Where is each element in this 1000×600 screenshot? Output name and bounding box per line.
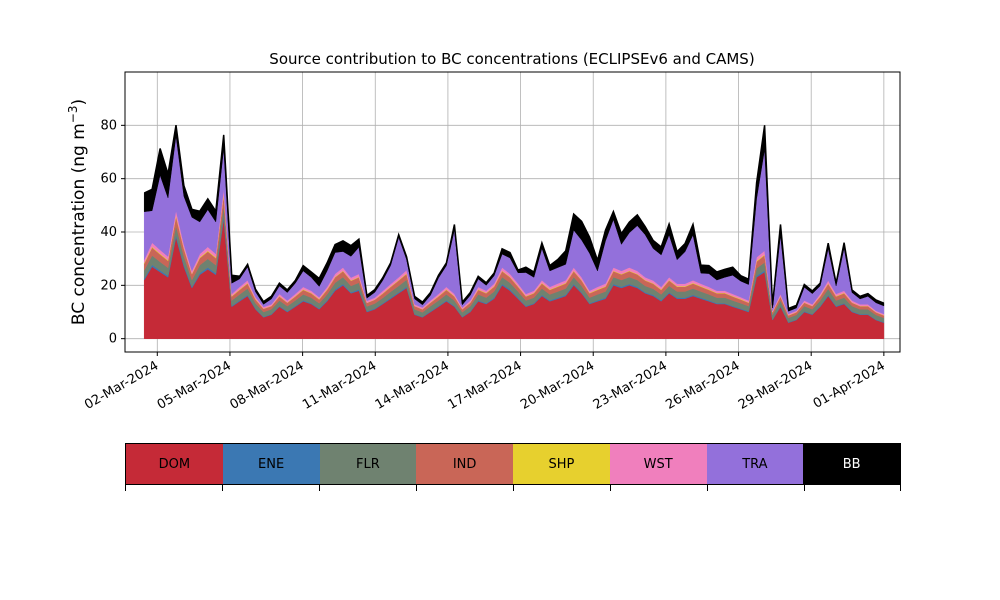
legend-label-bb: BB bbox=[842, 456, 861, 472]
y-tick-label: 40 bbox=[100, 225, 117, 240]
legend-label-wst: WST bbox=[643, 456, 673, 472]
legend-tick bbox=[222, 485, 223, 491]
legend-item-dom: DOM bbox=[126, 444, 223, 484]
y-axis-label-exponent: −3 bbox=[66, 105, 80, 123]
x-axis-ticks: 02-Mar-202405-Mar-202408-Mar-202411-Mar-… bbox=[82, 352, 888, 413]
stacked-areas bbox=[143, 125, 885, 339]
legend-label-dom: DOM bbox=[158, 456, 191, 472]
x-tick-label: 29-Mar-2024 bbox=[736, 358, 815, 412]
y-tick-label: 60 bbox=[100, 172, 117, 187]
legend-tick bbox=[125, 485, 126, 491]
y-axis-label: BC concentration (ng m−3) bbox=[66, 99, 89, 325]
legend-item-flr: FLR bbox=[319, 444, 417, 484]
x-tick-label: 08-Mar-2024 bbox=[227, 358, 306, 412]
x-tick-label: 02-Mar-2024 bbox=[82, 358, 161, 412]
legend-tick bbox=[707, 485, 708, 491]
total-outline bbox=[143, 124, 885, 310]
legend-item-ind: IND bbox=[416, 444, 513, 484]
x-tick-label: 01-Apr-2024 bbox=[811, 358, 888, 411]
legend-tick bbox=[610, 485, 611, 491]
x-tick-label: 05-Mar-2024 bbox=[155, 358, 234, 412]
x-tick-label: 26-Mar-2024 bbox=[663, 358, 742, 412]
source-legend: DOM ENE FLR IND SHP WST TRA BB bbox=[125, 443, 901, 485]
legend-ticks bbox=[125, 485, 901, 493]
y-tick-label: 80 bbox=[100, 118, 117, 133]
x-tick-label: 20-Mar-2024 bbox=[518, 358, 597, 412]
legend-tick bbox=[804, 485, 805, 491]
legend-tick bbox=[900, 485, 901, 491]
total-line bbox=[143, 124, 885, 310]
y-tick-label: 20 bbox=[100, 278, 117, 293]
legend-tick bbox=[513, 485, 514, 491]
legend-item-shp: SHP bbox=[513, 444, 610, 484]
legend-item-bb: BB bbox=[803, 444, 900, 484]
legend-tick bbox=[319, 485, 320, 491]
x-tick-label: 11-Mar-2024 bbox=[300, 358, 379, 412]
y-axis-label-text: BC concentration (ng m bbox=[69, 123, 89, 325]
legend-item-ene: ENE bbox=[222, 444, 320, 484]
y-tick-label: 0 bbox=[109, 332, 117, 347]
legend-label-ene: ENE bbox=[258, 456, 285, 472]
chart-title: Source contribution to BC concentrations… bbox=[269, 50, 754, 68]
plot-frame bbox=[124, 71, 901, 353]
legend-label-ind: IND bbox=[452, 456, 477, 472]
y-axis-label-close: ) bbox=[69, 99, 89, 106]
legend-label-flr: FLR bbox=[355, 456, 380, 472]
legend-item-wst: WST bbox=[609, 444, 707, 484]
x-tick-label: 14-Mar-2024 bbox=[373, 358, 452, 412]
legend-label-shp: SHP bbox=[548, 456, 575, 472]
x-tick-label: 23-Mar-2024 bbox=[591, 358, 670, 412]
legend-tick bbox=[416, 485, 417, 491]
legend-label-tra: TRA bbox=[742, 456, 768, 472]
y-axis-ticks: 0 20 40 60 80 bbox=[100, 118, 125, 347]
legend-item-tra: TRA bbox=[706, 444, 804, 484]
x-tick-label: 17-Mar-2024 bbox=[445, 358, 524, 412]
